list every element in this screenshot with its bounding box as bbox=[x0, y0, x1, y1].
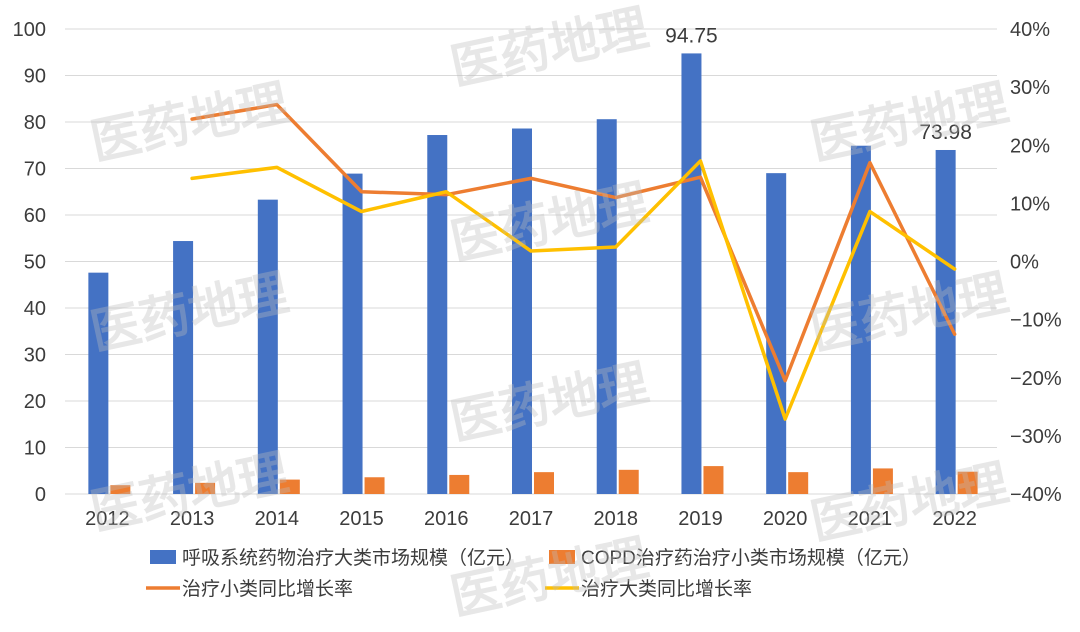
x-axis: 2012 2013 2014 2015 2016 2017 2018 2019 2020 2021… bbox=[85, 508, 977, 530]
y-tick-label: 30 bbox=[24, 345, 46, 367]
bar-total bbox=[427, 135, 448, 494]
y-axis-left: 0 10 20 30 40 50 60 70 80 90 100 bbox=[13, 19, 46, 506]
bar-total bbox=[935, 149, 956, 495]
bar-copd bbox=[364, 477, 385, 494]
bar-total bbox=[257, 199, 278, 494]
y2-tick-label: −20% bbox=[1010, 368, 1062, 390]
y2-tick-label: 0% bbox=[1010, 252, 1039, 274]
bar-total bbox=[88, 272, 109, 494]
bar-copd bbox=[449, 474, 470, 494]
bars bbox=[88, 53, 978, 495]
legend-label: COPD治疗药治疗小类市场规模（亿元） bbox=[581, 547, 921, 569]
y-tick-label: 100 bbox=[13, 19, 46, 41]
y-tick-label: 90 bbox=[24, 66, 46, 88]
watermark: 医药地理 bbox=[446, 529, 653, 625]
x-tick-label: 2013 bbox=[170, 508, 215, 530]
bar-total bbox=[342, 173, 363, 495]
bar-copd bbox=[195, 482, 216, 494]
data-labels: 94.75 73.98 bbox=[665, 24, 972, 144]
bar-total bbox=[173, 241, 194, 494]
watermark: 医药地理 bbox=[86, 74, 293, 170]
y2-tick-label: 10% bbox=[1010, 193, 1050, 215]
y-tick-label: 80 bbox=[24, 112, 46, 134]
x-tick-label: 2021 bbox=[848, 508, 893, 530]
y-tick-label: 40 bbox=[24, 298, 46, 320]
x-tick-label: 2017 bbox=[509, 508, 554, 530]
legend: 呼吸系统药物治疗大类市场规模（亿元） COPD治疗药治疗小类市场规模（亿元） 治疗小… bbox=[146, 547, 921, 600]
y-tick-label: 0 bbox=[35, 484, 46, 506]
legend-label: 呼吸系统药物治疗大类市场规模（亿元） bbox=[182, 547, 524, 569]
legend-swatch bbox=[150, 550, 176, 564]
y2-tick-label: −30% bbox=[1010, 426, 1062, 448]
bar-copd bbox=[788, 472, 809, 494]
y-tick-label: 70 bbox=[24, 159, 46, 181]
bar-copd bbox=[110, 485, 131, 494]
y-axis-right: −40% −30% −20% −10% 0% 10% 20% 30% 40% bbox=[1010, 19, 1062, 506]
y2-tick-label: 40% bbox=[1010, 19, 1050, 41]
bar-copd bbox=[618, 469, 639, 494]
line-total-growth bbox=[190, 159, 957, 421]
bar-copd bbox=[279, 479, 300, 494]
watermark: 医药地理 bbox=[806, 264, 1013, 360]
x-tick-label: 2019 bbox=[678, 508, 723, 530]
x-tick-label: 2020 bbox=[763, 508, 808, 530]
bar-total bbox=[596, 119, 617, 495]
y2-tick-label: 20% bbox=[1010, 135, 1050, 157]
x-tick-label: 2015 bbox=[339, 508, 384, 530]
bar-copd bbox=[872, 468, 893, 494]
watermark: 医药地理 bbox=[806, 454, 1013, 550]
x-tick-label: 2022 bbox=[932, 508, 977, 530]
x-tick-label: 2014 bbox=[255, 508, 300, 530]
x-tick-label: 2018 bbox=[593, 508, 638, 530]
x-tick-label: 2012 bbox=[85, 508, 130, 530]
bar-copd bbox=[957, 471, 978, 494]
line-copd-growth bbox=[190, 102, 957, 383]
watermark: 医药地理 bbox=[446, 0, 653, 96]
y-tick-label: 20 bbox=[24, 391, 46, 413]
y-tick-label: 10 bbox=[24, 438, 46, 460]
legend-label: 治疗大类同比增长率 bbox=[581, 578, 752, 600]
bar-copd bbox=[534, 472, 554, 494]
bar-total bbox=[850, 145, 871, 494]
watermark: 医药地理 bbox=[446, 354, 653, 450]
legend-label: 治疗小类同比增长率 bbox=[182, 578, 353, 600]
data-label: 73.98 bbox=[919, 121, 972, 144]
bar-total bbox=[512, 128, 532, 494]
x-tick-label: 2016 bbox=[424, 508, 469, 530]
watermark: 医药地理 bbox=[806, 74, 1013, 170]
y-tick-label: 50 bbox=[24, 252, 46, 274]
y2-tick-label: −10% bbox=[1010, 310, 1062, 332]
lines bbox=[190, 102, 957, 421]
y-tick-label: 60 bbox=[24, 205, 46, 227]
bar-total bbox=[766, 173, 787, 494]
legend-swatch bbox=[549, 550, 575, 564]
bar-total bbox=[681, 53, 702, 494]
y2-tick-label: 30% bbox=[1010, 77, 1050, 99]
bar-copd bbox=[703, 466, 724, 494]
y2-tick-label: −40% bbox=[1010, 484, 1062, 506]
data-label: 94.75 bbox=[665, 24, 718, 47]
